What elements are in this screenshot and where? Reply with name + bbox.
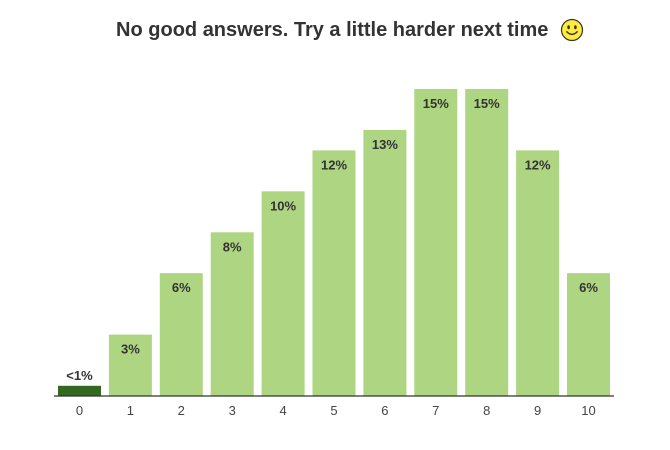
- data-labels-layer: <1% 3% 6% 8% 10% 12% 13% 15% 15% 12% 6%: [66, 96, 598, 383]
- x-tick-label-6: 6: [381, 403, 388, 418]
- data-label-10: 6%: [579, 280, 598, 295]
- data-label-9: 12%: [525, 157, 551, 172]
- x-tick-label-2: 2: [178, 403, 185, 418]
- smiley-mouth: [566, 31, 578, 36]
- bar-8: [465, 89, 509, 396]
- bar-3: [210, 232, 254, 396]
- smiley-right-eye: [574, 25, 577, 30]
- bar-0: [58, 385, 101, 396]
- data-label-6: 13%: [372, 137, 398, 152]
- x-tick-label-0: 0: [76, 403, 83, 418]
- x-tick-label-1: 1: [127, 403, 134, 418]
- smiley-icon: [560, 18, 584, 42]
- x-axis-ticks-layer: 0 1 2 3 4 5 6 7 8 9 10: [76, 403, 596, 418]
- data-label-1: 3%: [121, 342, 140, 357]
- bar-2: [159, 273, 203, 396]
- x-tick-label-4: 4: [279, 403, 286, 418]
- data-label-7: 15%: [423, 96, 449, 111]
- bar-6: [363, 129, 407, 396]
- x-tick-label-5: 5: [330, 403, 337, 418]
- bar-1: [108, 334, 152, 396]
- data-label-5: 12%: [321, 157, 347, 172]
- smiley-face: [560, 18, 584, 42]
- bar-4: [261, 191, 305, 396]
- bar-5: [312, 150, 356, 396]
- bar-7: [414, 89, 458, 396]
- data-label-4: 10%: [270, 198, 296, 213]
- x-tick-label-9: 9: [534, 403, 541, 418]
- data-label-3: 8%: [223, 239, 242, 254]
- x-tick-label-8: 8: [483, 403, 490, 418]
- bar-10: [567, 273, 610, 396]
- data-label-8: 15%: [474, 96, 500, 111]
- x-tick-label-3: 3: [229, 403, 236, 418]
- chart-title: No good answers. Try a little harder nex…: [0, 18, 670, 42]
- data-label-0: <1%: [66, 368, 93, 383]
- chart-title-text: No good answers. Try a little harder nex…: [116, 18, 549, 41]
- bar-9: [516, 150, 560, 396]
- x-tick-label-10: 10: [581, 403, 595, 418]
- bars-layer: [58, 89, 610, 396]
- smiley-left-eye: [567, 25, 570, 30]
- x-tick-label-7: 7: [432, 403, 439, 418]
- data-label-2: 6%: [172, 280, 191, 295]
